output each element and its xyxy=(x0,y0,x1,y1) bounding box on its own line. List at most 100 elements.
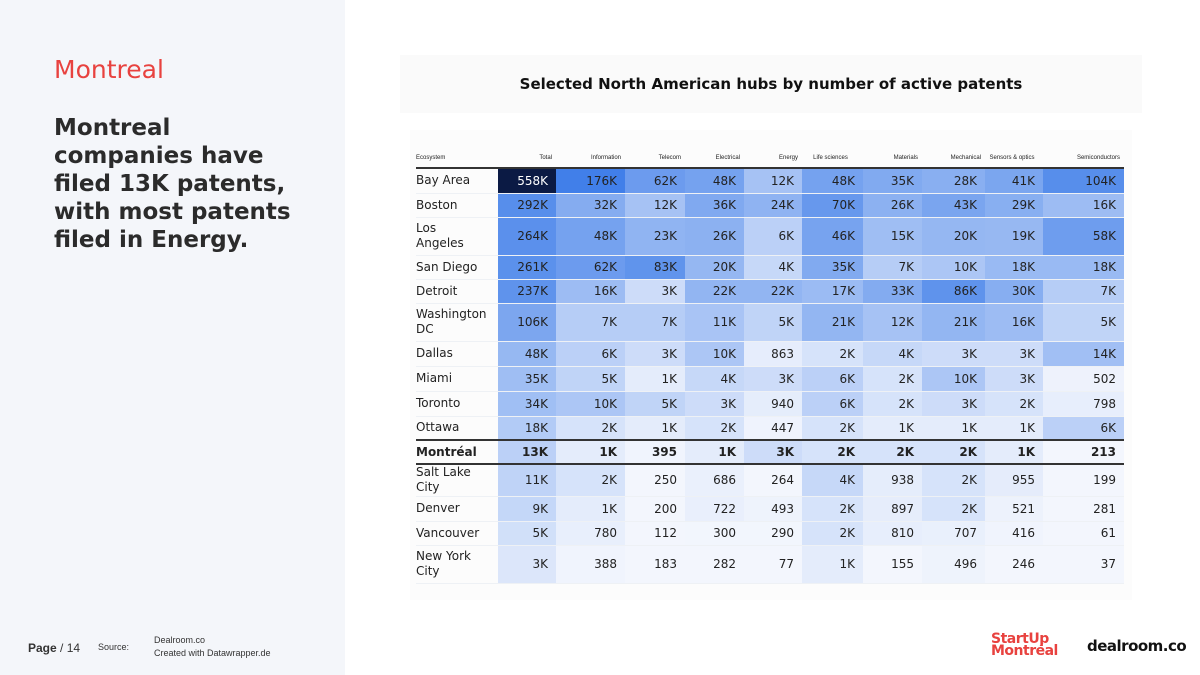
ecosystem-name: Montréal xyxy=(416,439,498,465)
table-cell: 2K xyxy=(556,464,625,497)
table-cell: 2K xyxy=(863,391,922,417)
ecosystem-name: San Diego xyxy=(416,255,498,280)
source-line-1: Dealroom.co xyxy=(154,635,206,645)
table-cell: 10K xyxy=(922,255,985,280)
chart-title: Selected North American hubs by number o… xyxy=(519,75,1023,93)
table-cell: 32K xyxy=(556,193,625,218)
table-cell: 1K xyxy=(802,545,863,584)
table-cell: 18K xyxy=(498,416,556,441)
table-cell: 26K xyxy=(863,193,922,218)
table-cell: 112 xyxy=(625,521,685,546)
table-row: Washington DC 106K 7K 7K 11K 5K 21K 12K 21K 16K 5K xyxy=(416,303,1124,342)
table-cell: 290 xyxy=(744,521,802,546)
column-header-energy: Energy xyxy=(744,138,802,169)
table-cell: 77 xyxy=(744,545,802,584)
table-cell: 22K xyxy=(685,279,744,304)
table-cell: 2K xyxy=(985,391,1043,417)
table-cell: 2K xyxy=(802,416,863,441)
table-cell: 237K xyxy=(498,279,556,304)
column-header-total: Total xyxy=(498,138,556,169)
table-cell: 48K xyxy=(802,168,863,194)
table-cell: 3K xyxy=(922,341,985,367)
table-cell: 35K xyxy=(498,366,556,392)
table-cell: 213 xyxy=(1043,439,1124,465)
table-row: Montréal 13K 1K 395 1K 3K 2K 2K 2K 1K 213 xyxy=(416,439,1124,465)
table-row: San Diego 261K 62K 83K 20K 4K 35K 7K 10K 18K 18K xyxy=(416,255,1124,280)
table-cell: 183 xyxy=(625,545,685,584)
ecosystem-name: Dallas xyxy=(416,341,498,367)
table-cell: 35K xyxy=(802,255,863,280)
patents-table-container: Ecosystem Total Information Telecom Electric… xyxy=(410,130,1132,600)
table-cell: 3K xyxy=(744,366,802,392)
table-cell: 3K xyxy=(625,341,685,367)
table-cell: 43K xyxy=(922,193,985,218)
table-cell: 5K xyxy=(744,303,802,342)
table-cell: 2K xyxy=(556,416,625,441)
table-cell: 281 xyxy=(1043,496,1124,522)
page-indicator: Page / 14 xyxy=(28,641,80,655)
table-row: Dallas 48K 6K 3K 10K 863 2K 4K 3K 3K 14K xyxy=(416,341,1124,367)
table-cell: 2K xyxy=(802,439,863,465)
table-cell: 2K xyxy=(922,464,985,497)
table-cell: 17K xyxy=(802,279,863,304)
table-cell: 2K xyxy=(802,341,863,367)
table-cell: 12K xyxy=(863,303,922,342)
table-row: Boston 292K 32K 12K 36K 24K 70K 26K 43K 29K 16K xyxy=(416,193,1124,218)
ecosystem-name: Ottawa xyxy=(416,416,498,441)
table-cell: 2K xyxy=(863,366,922,392)
table-cell: 3K xyxy=(985,366,1043,392)
ecosystem-name: Salt Lake City xyxy=(416,464,498,497)
city-title: Montreal xyxy=(54,55,164,84)
table-cell: 863 xyxy=(744,341,802,367)
table-cell: 3K xyxy=(685,391,744,417)
table-cell: 41K xyxy=(985,168,1043,194)
table-cell: 1K xyxy=(556,496,625,522)
table-cell: 33K xyxy=(863,279,922,304)
table-cell: 1K xyxy=(625,366,685,392)
table-cell: 2K xyxy=(802,496,863,522)
table-row: Ottawa 18K 2K 1K 2K 447 2K 1K 1K 1K 6K xyxy=(416,416,1124,441)
table-cell: 938 xyxy=(863,464,922,497)
table-cell: 3K xyxy=(985,341,1043,367)
table-cell: 3K xyxy=(498,545,556,584)
startup-montreal-logo: StartUp Montréal xyxy=(991,631,1058,658)
table-cell: 5K xyxy=(625,391,685,417)
startup-logo-line-1: StartUp xyxy=(991,631,1049,647)
ecosystem-name: Toronto xyxy=(416,391,498,417)
table-cell: 6K xyxy=(802,366,863,392)
table-cell: 16K xyxy=(556,279,625,304)
table-cell: 15K xyxy=(863,217,922,256)
table-cell: 18K xyxy=(1043,255,1124,280)
table-cell: 70K xyxy=(802,193,863,218)
table-cell: 388 xyxy=(556,545,625,584)
table-cell: 4K xyxy=(863,341,922,367)
table-cell: 35K xyxy=(863,168,922,194)
table-cell: 200 xyxy=(625,496,685,522)
table-cell: 19K xyxy=(985,217,1043,256)
table-cell: 62K xyxy=(556,255,625,280)
table-cell: 558K xyxy=(498,168,556,194)
table-header-row: Ecosystem Total Information Telecom Electric… xyxy=(416,138,1124,169)
table-cell: 264K xyxy=(498,217,556,256)
column-header-life-sciences: Life sciences xyxy=(802,138,863,169)
ecosystem-name: Denver xyxy=(416,496,498,522)
table-cell: 246 xyxy=(985,545,1043,584)
table-cell: 1K xyxy=(556,439,625,465)
table-cell: 416 xyxy=(985,521,1043,546)
table-cell: 1K xyxy=(625,416,685,441)
ecosystem-name: Los Angeles xyxy=(416,217,498,256)
table-cell: 2K xyxy=(863,439,922,465)
table-cell: 30K xyxy=(985,279,1043,304)
patents-table: Ecosystem Total Information Telecom Electric… xyxy=(416,138,1124,584)
table-cell: 104K xyxy=(1043,168,1124,194)
table-cell: 4K xyxy=(685,366,744,392)
table-cell: 11K xyxy=(498,464,556,497)
table-cell: 3K xyxy=(625,279,685,304)
table-cell: 20K xyxy=(922,217,985,256)
table-cell: 810 xyxy=(863,521,922,546)
table-cell: 300 xyxy=(685,521,744,546)
table-cell: 12K xyxy=(744,168,802,194)
table-row: New York City 3K 388 183 282 77 1K 155 496 246 37 xyxy=(416,545,1124,584)
table-cell: 37 xyxy=(1043,545,1124,584)
table-cell: 21K xyxy=(922,303,985,342)
